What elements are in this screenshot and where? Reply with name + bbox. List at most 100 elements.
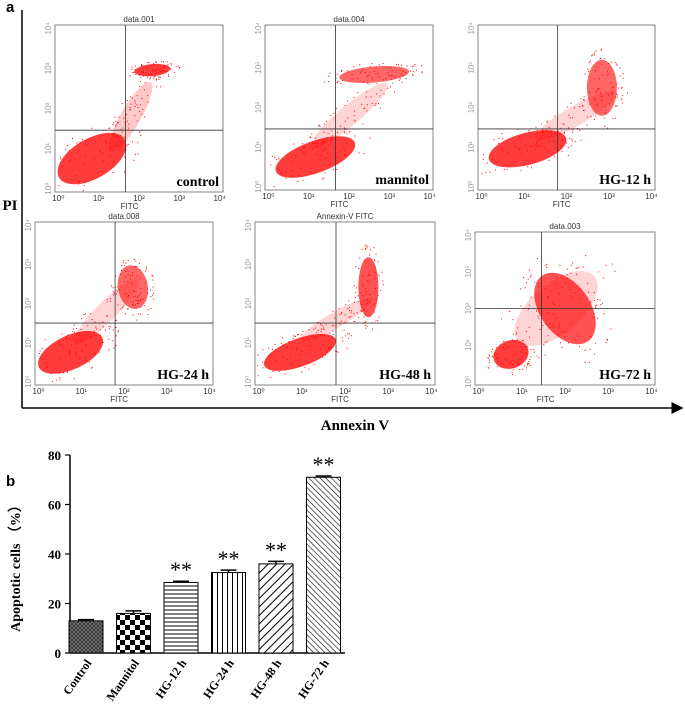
- event-dot: [498, 142, 500, 144]
- event-dot: [331, 139, 333, 141]
- event-dot: [616, 96, 618, 98]
- event-dot: [134, 115, 136, 117]
- event-cloud: [493, 339, 529, 369]
- event-dot: [162, 67, 164, 69]
- event-dot: [273, 186, 275, 188]
- event-dot: [406, 65, 408, 67]
- event-dot: [323, 328, 325, 330]
- event-dot: [139, 85, 141, 87]
- event-dot: [593, 54, 595, 56]
- event-dot: [118, 330, 120, 332]
- event-dot: [512, 339, 514, 341]
- event-dot: [547, 335, 549, 337]
- event-dot: [324, 354, 326, 356]
- event-dot: [597, 87, 599, 89]
- event-dot: [270, 164, 272, 166]
- event-dot: [587, 282, 589, 284]
- event-dot: [514, 146, 516, 148]
- event-dot: [359, 72, 361, 74]
- event-dot: [116, 286, 118, 288]
- event-dot: [137, 296, 139, 298]
- event-dot: [390, 75, 392, 77]
- event-dot: [593, 291, 595, 293]
- event-dot: [145, 268, 147, 270]
- event-dot: [131, 97, 133, 99]
- event-dot: [91, 366, 93, 368]
- event-dot: [595, 304, 597, 306]
- event-dot: [522, 340, 524, 342]
- event-dot: [332, 135, 334, 137]
- event-dot: [125, 262, 127, 264]
- event-dot: [114, 161, 116, 163]
- event-dot: [297, 181, 299, 183]
- event-dot: [133, 71, 135, 73]
- event-dot: [603, 313, 605, 315]
- event-dot: [124, 122, 126, 124]
- event-dot: [282, 344, 284, 346]
- event-dot: [361, 103, 363, 105]
- event-cloud: [57, 132, 127, 185]
- event-dot: [84, 313, 86, 315]
- x-tick-label: 10¹: [296, 387, 308, 396]
- event-dot: [106, 142, 108, 144]
- event-dot: [106, 301, 108, 303]
- y-tick-label: 10³: [244, 258, 253, 270]
- event-dot: [99, 334, 101, 336]
- event-dot: [528, 336, 530, 338]
- event-dot: [131, 68, 133, 70]
- event-dot: [130, 282, 132, 284]
- event-dot: [85, 344, 87, 346]
- event-dot: [381, 271, 383, 273]
- event-dot: [368, 74, 370, 76]
- event-dot: [77, 332, 79, 334]
- event-dot: [135, 291, 137, 293]
- event-dot: [151, 294, 153, 296]
- y-tick-label: 10²: [244, 297, 253, 309]
- event-dot: [320, 154, 322, 156]
- event-dot: [597, 317, 599, 319]
- event-dot: [281, 337, 283, 339]
- event-dot: [517, 361, 519, 363]
- event-dot: [531, 136, 533, 138]
- event-dot: [44, 339, 46, 341]
- event-dot: [127, 259, 129, 261]
- event-dot: [158, 76, 160, 78]
- event-dot: [563, 336, 565, 338]
- event-dot: [339, 314, 341, 316]
- event-dot: [287, 154, 289, 156]
- event-dot: [596, 89, 598, 91]
- event-dot: [274, 156, 276, 158]
- event-dot: [84, 357, 86, 359]
- event-dot: [127, 274, 129, 276]
- event-dot: [72, 337, 74, 339]
- event-dot: [102, 321, 104, 323]
- event-dot: [71, 169, 73, 171]
- event-dot: [523, 365, 525, 367]
- event-dot: [286, 359, 288, 361]
- event-dot: [500, 344, 502, 346]
- event-dot: [152, 70, 154, 72]
- event-dot: [313, 328, 315, 330]
- y-tick-label: 10³: [467, 62, 476, 74]
- event-dot: [363, 153, 365, 155]
- y-tick-label: 10⁰: [24, 376, 33, 388]
- event-dot: [501, 362, 503, 364]
- event-dot: [133, 258, 135, 260]
- event-dot: [108, 338, 110, 340]
- event-dot: [536, 141, 538, 143]
- event-dot: [368, 274, 370, 276]
- event-dot: [554, 115, 556, 117]
- event-dot: [149, 74, 151, 76]
- event-dot: [593, 78, 595, 80]
- event-dot: [67, 371, 69, 373]
- event-dot: [78, 180, 80, 182]
- event-dot: [134, 304, 136, 306]
- event-dot: [272, 370, 274, 372]
- event-dot: [593, 118, 595, 120]
- event-dot: [256, 365, 258, 367]
- event-dot: [320, 347, 322, 349]
- event-dot: [326, 157, 328, 159]
- event-dot: [126, 114, 128, 116]
- event-dot: [528, 269, 530, 271]
- event-dot: [504, 348, 506, 350]
